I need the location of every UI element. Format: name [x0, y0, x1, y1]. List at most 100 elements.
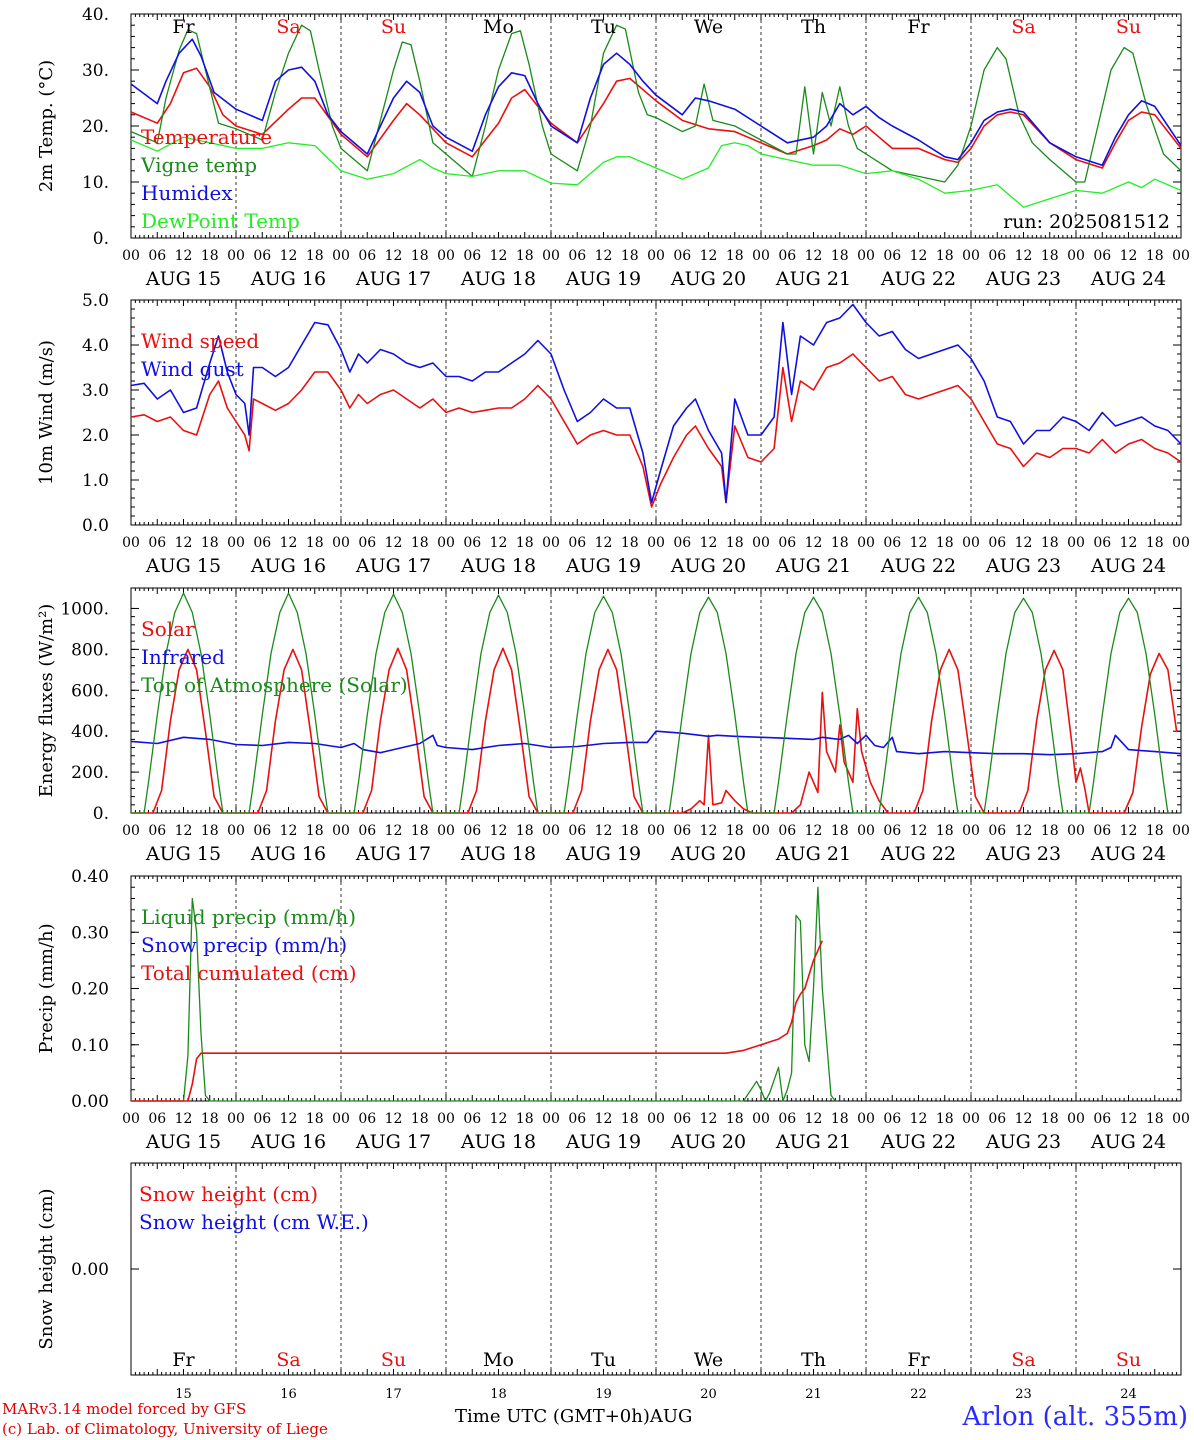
hour-label: 12: [1120, 535, 1138, 551]
hour-label: 18: [306, 823, 324, 839]
day-label: AUG 24: [1090, 268, 1166, 290]
hour-label: 06: [1093, 535, 1111, 551]
day-number: 21: [805, 1387, 822, 1402]
hour-label: 00: [122, 248, 140, 264]
hour-label: 12: [175, 1111, 193, 1127]
series-line-temperature: [130, 67, 1182, 169]
y-tick-label: 4.0: [82, 336, 109, 356]
hour-label: 00: [647, 1111, 665, 1127]
hour-label: 06: [778, 1111, 796, 1127]
hour-label: 00: [437, 823, 455, 839]
hour-label: 00: [962, 248, 980, 264]
day-number: 18: [490, 1387, 507, 1402]
hour-label: 12: [280, 1111, 298, 1127]
hour-label: 06: [148, 248, 166, 264]
day-label: AUG 21: [775, 1131, 851, 1153]
hour-label: 06: [253, 1111, 271, 1127]
panel-temperature: 0. 10. 20. 30. 40. 2m Temp. (°C) 00 06 12 18 00 06 1…: [36, 5, 1190, 290]
day-label: AUG 21: [775, 843, 851, 865]
hour-label: 06: [463, 248, 481, 264]
weekday-bottom: Su: [1116, 1349, 1141, 1371]
weekday-top: We: [694, 16, 723, 38]
day-label: AUG 20: [670, 843, 746, 865]
hour-label: 12: [805, 1111, 823, 1127]
hour-label: 00: [1172, 823, 1190, 839]
day-label: AUG 23: [985, 1131, 1061, 1153]
day-label: AUG 18: [460, 268, 536, 290]
hour-label: 12: [595, 248, 613, 264]
legend-vigne-temp: Vigne temp: [140, 153, 257, 177]
y-tick-label: 2.0: [82, 426, 109, 446]
hour-label: 18: [831, 248, 849, 264]
hour-label: 18: [621, 535, 639, 551]
day-label: AUG 15: [145, 843, 221, 865]
hour-label: 12: [1120, 1111, 1138, 1127]
hour-label: 18: [411, 823, 429, 839]
hour-label: 00: [542, 248, 560, 264]
hour-label: 00: [857, 535, 875, 551]
hour-label: 12: [490, 1111, 508, 1127]
hour-label: 00: [227, 1111, 245, 1127]
y-tick-label: 0.: [93, 804, 109, 824]
y-axis-title: 2m Temp. (°C): [36, 60, 57, 192]
hour-label: 06: [358, 248, 376, 264]
day-label: AUG 24: [1090, 555, 1166, 577]
day-label: AUG 23: [985, 555, 1061, 577]
hour-label: 06: [1093, 1111, 1111, 1127]
y-tick-label: 0.0: [82, 516, 109, 536]
hour-label: 18: [201, 823, 219, 839]
day-label: AUG 21: [775, 555, 851, 577]
hour-label: 12: [385, 1111, 403, 1127]
hour-label: 06: [883, 248, 901, 264]
y-tick-label: 10.: [82, 173, 109, 193]
day-number: 20: [700, 1387, 717, 1402]
day-label: AUG 22: [880, 843, 956, 865]
hour-label: 00: [647, 823, 665, 839]
series-line-top-of-atmosphere-solar-: [131, 592, 1169, 814]
hour-label: 00: [962, 823, 980, 839]
hour-label: 00: [752, 535, 770, 551]
hour-label: 00: [542, 535, 560, 551]
hour-label: 12: [385, 248, 403, 264]
weekday-bottom: Sa: [1011, 1349, 1035, 1371]
legend-solar: Solar: [141, 617, 195, 641]
x-axis-title-text: Time UTC (GMT+0h): [455, 1406, 650, 1427]
hour-label: 06: [358, 1111, 376, 1127]
hour-label: 12: [280, 823, 298, 839]
y-tick-label: 5.0: [82, 291, 109, 311]
hour-label: 12: [280, 535, 298, 551]
legend-snow-precip-mm-h-: Snow precip (mm/h): [141, 933, 347, 957]
day-label: AUG 15: [145, 1131, 221, 1153]
hour-label: 18: [306, 535, 324, 551]
y-tick-label: 800.: [71, 640, 109, 660]
legend-wind-gust: Wind gust: [141, 357, 244, 381]
series-line-dewpoint-temp: [130, 136, 1182, 208]
hour-label: 12: [910, 248, 928, 264]
hour-label: 18: [201, 535, 219, 551]
hour-label: 00: [857, 248, 875, 264]
hour-label: 00: [227, 535, 245, 551]
hour-label: 06: [358, 823, 376, 839]
hour-label: 00: [1067, 248, 1085, 264]
hour-label: 12: [700, 1111, 718, 1127]
day-label: AUG 20: [670, 555, 746, 577]
hour-label: 06: [988, 823, 1006, 839]
hour-label: 00: [752, 823, 770, 839]
day-label: AUG 23: [985, 268, 1061, 290]
hour-label: 12: [1015, 1111, 1033, 1127]
hour-label: 00: [437, 248, 455, 264]
day-label: AUG 16: [250, 268, 326, 290]
series-line-wind-gust: [130, 303, 1182, 504]
day-label: AUG 21: [775, 268, 851, 290]
day-label: AUG 23: [985, 843, 1061, 865]
hour-label: 12: [595, 535, 613, 551]
hour-label: 06: [148, 535, 166, 551]
day-label: AUG 22: [880, 1131, 956, 1153]
day-number: 15: [175, 1387, 192, 1402]
hour-label: 00: [122, 823, 140, 839]
series-line-total-cumulated-cm-: [131, 940, 824, 1102]
day-number: 17: [385, 1387, 402, 1402]
hour-label: 18: [1146, 535, 1164, 551]
credit-model: MARv3.14 model forced by GFS: [2, 1400, 247, 1418]
hour-label: 00: [1067, 1111, 1085, 1127]
